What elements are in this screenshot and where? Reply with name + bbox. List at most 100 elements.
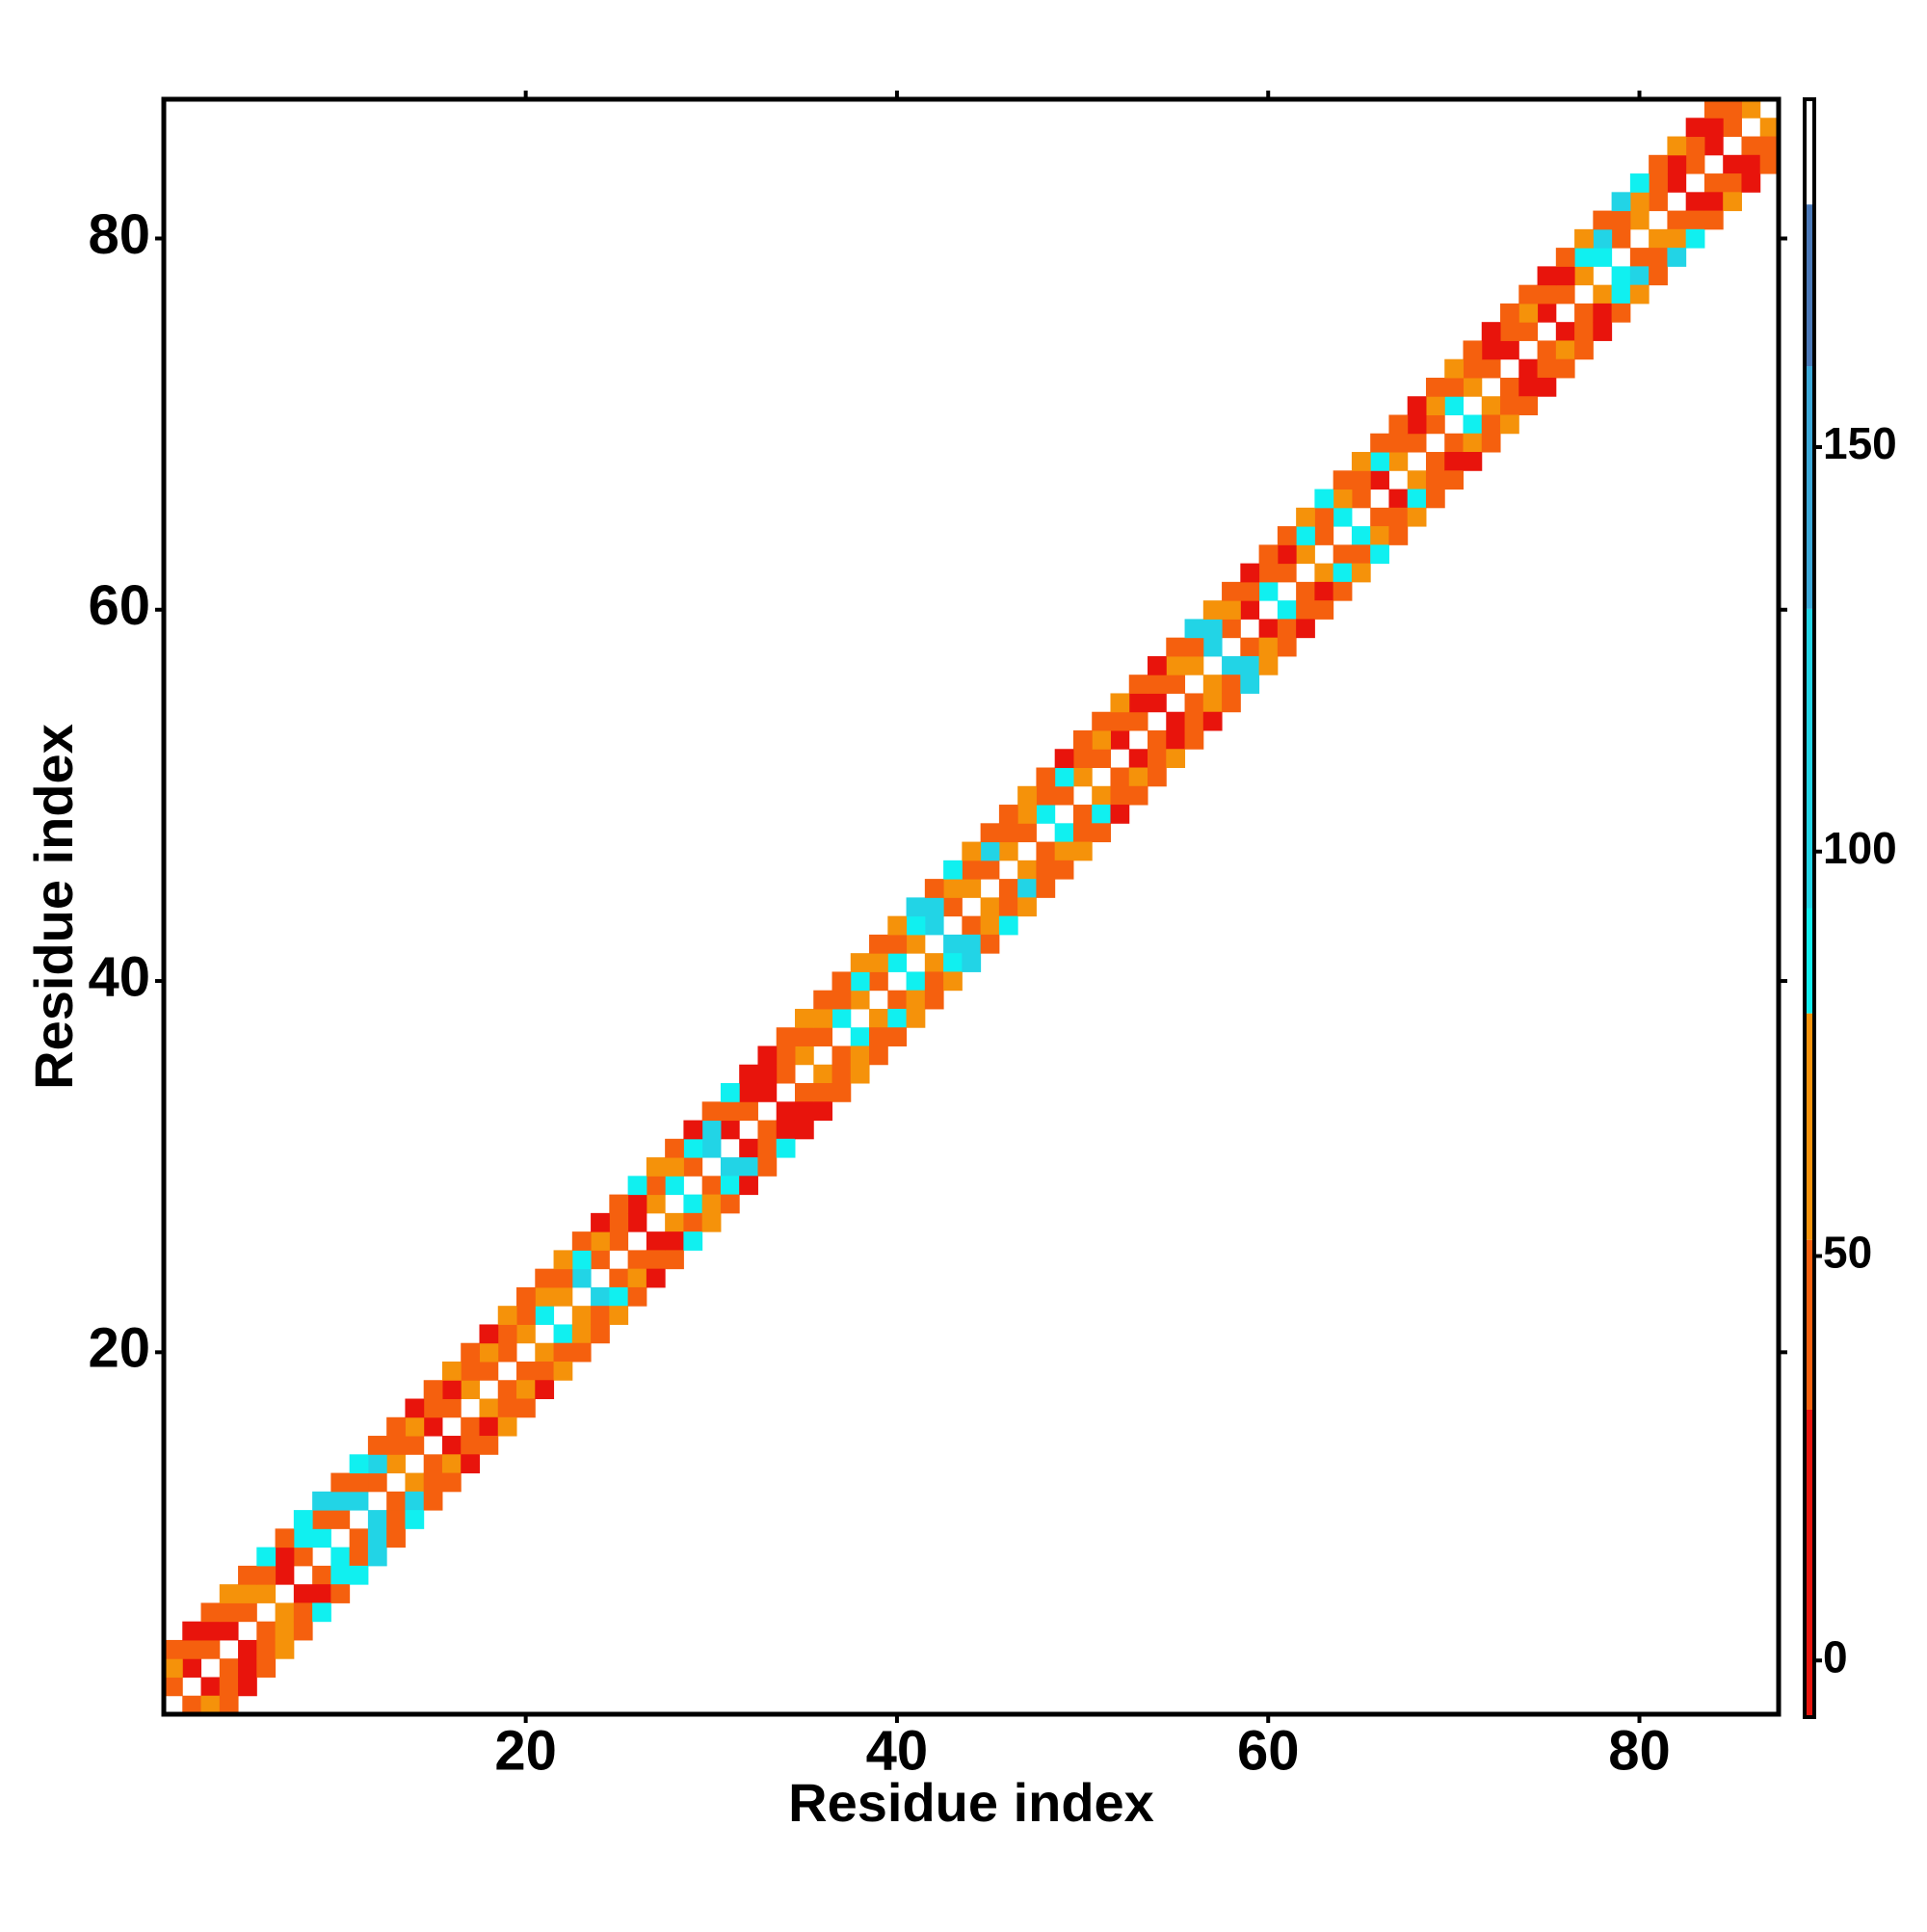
heatmap-cell (1611, 192, 1631, 212)
heatmap-cell (1425, 377, 1445, 397)
heatmap-cell (1222, 675, 1241, 694)
heatmap-cell (794, 1045, 814, 1066)
heatmap-cell (609, 1306, 629, 1325)
heatmap-cell (497, 1324, 517, 1344)
heatmap-cell (1759, 154, 1780, 174)
heatmap-cell (293, 1510, 313, 1529)
heatmap-cell (312, 1528, 331, 1548)
heatmap-cell (312, 1491, 331, 1511)
heatmap-cell (591, 1324, 610, 1344)
heatmap-cell (720, 1176, 740, 1196)
heatmap-cell (794, 1120, 814, 1140)
heatmap-cell (869, 1045, 888, 1066)
heatmap-cell (200, 1621, 221, 1641)
heatmap-cell (1611, 284, 1631, 304)
heatmap-cell (1333, 544, 1353, 565)
heatmap-cell (739, 1157, 758, 1177)
heatmap-cell (1629, 210, 1650, 230)
heatmap-cell (1072, 823, 1093, 843)
heatmap-cell (1240, 675, 1260, 694)
heatmap-cell (256, 1639, 277, 1659)
heatmap-cell (1574, 228, 1594, 249)
heatmap-cell (1092, 729, 1111, 750)
heatmap-cell (219, 1658, 239, 1678)
heatmap-cell (367, 1436, 387, 1455)
heatmap-cell (850, 1045, 870, 1066)
heatmap-cell (924, 879, 944, 898)
heatmap-cell (1370, 507, 1389, 527)
heatmap-cell (238, 1565, 257, 1585)
heatmap-cell (1463, 377, 1483, 397)
heatmap-cell (312, 1565, 331, 1585)
heatmap-cell (1518, 358, 1539, 379)
heatmap-cell (1649, 248, 1668, 267)
heatmap-cell (1333, 507, 1353, 527)
heatmap-cell (182, 1658, 202, 1678)
heatmap-cell (1518, 303, 1539, 323)
heatmap-cell (1277, 526, 1297, 545)
heatmap-cell (1685, 192, 1705, 212)
heatmap-cell (423, 1398, 443, 1418)
heatmap-cell (1351, 526, 1371, 545)
heatmap-cell (1667, 136, 1687, 156)
heatmap-cell (312, 1602, 331, 1623)
heatmap-cell (887, 934, 908, 954)
heatmap-cell (1425, 396, 1445, 415)
heatmap-cell (256, 1584, 277, 1603)
heatmap-cell (1407, 396, 1427, 415)
heatmap-cell (1072, 749, 1093, 769)
heatmap-cell (461, 1416, 480, 1437)
heatmap-cell (701, 1120, 722, 1140)
heatmap-cell (571, 1324, 592, 1344)
heatmap-cell (1222, 693, 1241, 713)
heatmap-cell (1017, 860, 1037, 880)
heatmap-cell (330, 1565, 351, 1585)
heatmap-cell (1314, 489, 1334, 509)
heatmap-cell (571, 1342, 592, 1363)
heatmap-cell (386, 1491, 406, 1511)
heatmap-cell (423, 1380, 443, 1400)
heatmap-cell (1741, 173, 1761, 193)
heatmap-cell (1667, 210, 1687, 230)
heatmap-cell (219, 1677, 239, 1697)
heatmap-cell (591, 1286, 610, 1307)
heatmap-cell (1723, 192, 1742, 212)
heatmap-cell (238, 1677, 257, 1697)
heatmap-cell (1555, 340, 1575, 360)
heatmap-cell (219, 1695, 239, 1715)
colorbar-segment (1805, 366, 1814, 609)
heatmap-cell (1481, 340, 1501, 360)
heatmap-cell (1611, 266, 1631, 286)
heatmap-cell (535, 1268, 555, 1288)
heatmap-cell (1148, 729, 1167, 750)
heatmap-cell (1425, 414, 1445, 435)
heatmap-cell (1741, 136, 1761, 156)
heatmap-cell (906, 915, 926, 936)
heatmap-cell (683, 1120, 703, 1140)
colorbar-segment (1805, 1239, 1814, 1410)
heatmap-cell (1036, 805, 1056, 824)
heatmap-cell (646, 1268, 666, 1288)
heatmap-cell (906, 934, 926, 954)
heatmap-cell (1537, 358, 1557, 379)
heatmap-cell (1222, 581, 1241, 601)
heatmap-cell (293, 1621, 313, 1641)
heatmap-cell (1351, 563, 1371, 583)
heatmap-cell (924, 915, 944, 936)
heatmap-cell (1703, 118, 1724, 138)
heatmap-cell (887, 953, 908, 972)
heatmap-cell (720, 1194, 740, 1214)
y-tick-label: 80 (88, 203, 150, 266)
heatmap-cell (665, 1231, 684, 1251)
heatmap-cell (701, 1176, 722, 1196)
heatmap-cell (516, 1398, 536, 1418)
heatmap-cell (1518, 377, 1539, 397)
heatmap-cell (943, 860, 963, 880)
heatmap-cell (405, 1416, 425, 1437)
heatmap-cell (1036, 860, 1056, 880)
heatmap-cell (1296, 544, 1315, 565)
heatmap-cell (794, 1027, 814, 1046)
heatmap-cell (1685, 154, 1705, 174)
heatmap-cell (627, 1286, 647, 1307)
heatmap-cell (701, 1212, 722, 1232)
